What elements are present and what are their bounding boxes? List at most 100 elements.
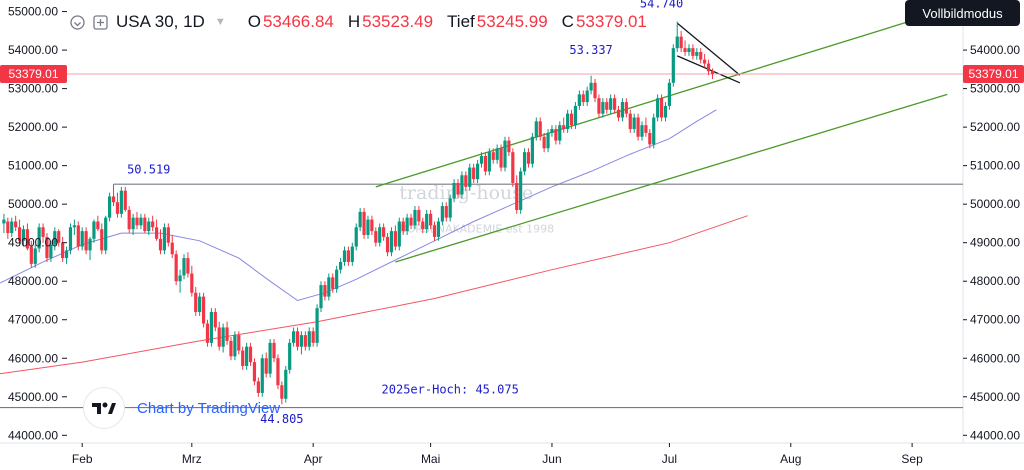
tradingview-credit[interactable]: Chart by TradingView	[137, 399, 281, 417]
candle-body	[303, 335, 307, 347]
candle-body	[61, 242, 65, 259]
candle-body	[123, 190, 127, 210]
candle-body	[566, 113, 570, 130]
candle-body	[605, 102, 609, 110]
candle-body	[620, 102, 625, 118]
candle-body	[64, 250, 69, 259]
candle-body	[581, 94, 585, 103]
candle-body	[444, 206, 448, 218]
candle-body	[178, 275, 182, 282]
candle-body	[151, 221, 155, 228]
candle-body	[538, 121, 542, 137]
candle-body	[429, 213, 433, 226]
candle-body	[319, 285, 323, 309]
candle-body	[29, 246, 33, 264]
candle-body	[456, 182, 460, 195]
candle-body	[366, 219, 370, 235]
candle-body	[687, 48, 691, 53]
candle-body	[194, 292, 198, 313]
y-tick-label-right: 45000.00	[970, 390, 1020, 404]
y-tick-label-left: 45000.00	[8, 390, 58, 404]
candle-body	[593, 82, 597, 99]
candle-body	[667, 82, 672, 106]
candle-body	[632, 117, 636, 130]
candle-body	[401, 221, 405, 232]
candle-body	[558, 125, 562, 141]
candle-body	[597, 98, 601, 114]
candle-body	[562, 125, 566, 130]
y-tick-label-left: 53000.00	[8, 82, 58, 96]
candle-body	[264, 358, 268, 374]
candle-body	[624, 102, 628, 114]
fullscreen-button[interactable]: Vollbildmodus	[905, 0, 1020, 26]
symbol-title[interactable]: USA 30, 1D	[116, 12, 205, 31]
candle-body	[127, 209, 131, 230]
compare-add-icon[interactable]	[93, 14, 108, 30]
candle-body	[88, 238, 92, 251]
candle-body	[225, 327, 229, 341]
y-tick-label-left: 50000.00	[8, 197, 58, 211]
candle-body	[131, 217, 135, 230]
candle-body	[147, 221, 151, 232]
collapse-icon[interactable]	[70, 14, 85, 30]
candle-body	[519, 171, 523, 210]
y-tick-label-right: 54000.00	[970, 43, 1020, 57]
candle-body	[170, 242, 174, 255]
candle-body	[382, 227, 386, 237]
y-tick-label-left: 51000.00	[8, 159, 58, 173]
candle-body	[448, 198, 452, 218]
candle-body	[104, 217, 108, 251]
close-value: 53379.01	[575, 12, 647, 31]
candle-body	[45, 236, 49, 259]
x-tick-label: Aug	[780, 452, 801, 466]
candle-body	[507, 140, 511, 153]
candle-body	[683, 48, 687, 53]
y-tick-label-right: 44000.00	[970, 428, 1020, 442]
candle-body	[25, 229, 30, 249]
x-tick-label: Jul	[662, 452, 677, 466]
candle-body	[100, 229, 104, 251]
candle-body	[656, 98, 660, 118]
candle-body	[108, 196, 112, 218]
x-tick-label: Mrz	[182, 452, 202, 466]
candle-body	[691, 48, 695, 56]
candle-body	[205, 323, 210, 343]
candle-body	[338, 261, 343, 270]
candle-body	[616, 109, 621, 118]
candle-body	[663, 105, 668, 118]
candle-body	[111, 196, 116, 203]
tradingview-watermark[interactable]: Chart by TradingView	[84, 388, 280, 428]
candle-body	[295, 331, 300, 347]
price-annotation: 44.805	[260, 412, 303, 426]
y-tick-label-left: 48000.00	[8, 274, 58, 288]
chevron-down-icon[interactable]: ▼	[214, 16, 226, 28]
triangle-line-wedge-top	[676, 22, 741, 76]
candle-body	[585, 90, 589, 103]
candle-body	[14, 221, 18, 228]
candle-body	[17, 227, 22, 241]
candle-body	[53, 231, 57, 245]
candle-body	[49, 244, 53, 259]
candle-body	[139, 217, 143, 226]
candle-body	[311, 331, 315, 343]
candle-body	[119, 190, 123, 214]
candle-body	[472, 167, 476, 180]
candle-body	[546, 132, 550, 149]
candle-body	[675, 36, 679, 49]
candle-body	[358, 211, 362, 228]
close-label: C	[561, 12, 574, 31]
candle-body	[186, 258, 190, 274]
candle-body	[483, 156, 488, 172]
y-tick-label-right: 52000.00	[970, 120, 1020, 134]
y-tick-label-right: 53000.00	[970, 82, 1020, 96]
candle-body	[233, 335, 237, 357]
open-label: O	[247, 12, 261, 31]
candle-body	[706, 63, 711, 72]
candle-body	[6, 221, 10, 234]
candle-body	[37, 227, 41, 249]
candle-body	[288, 342, 292, 370]
candle-body	[710, 70, 715, 74]
candle-body	[72, 225, 76, 228]
candle-body	[695, 52, 699, 56]
